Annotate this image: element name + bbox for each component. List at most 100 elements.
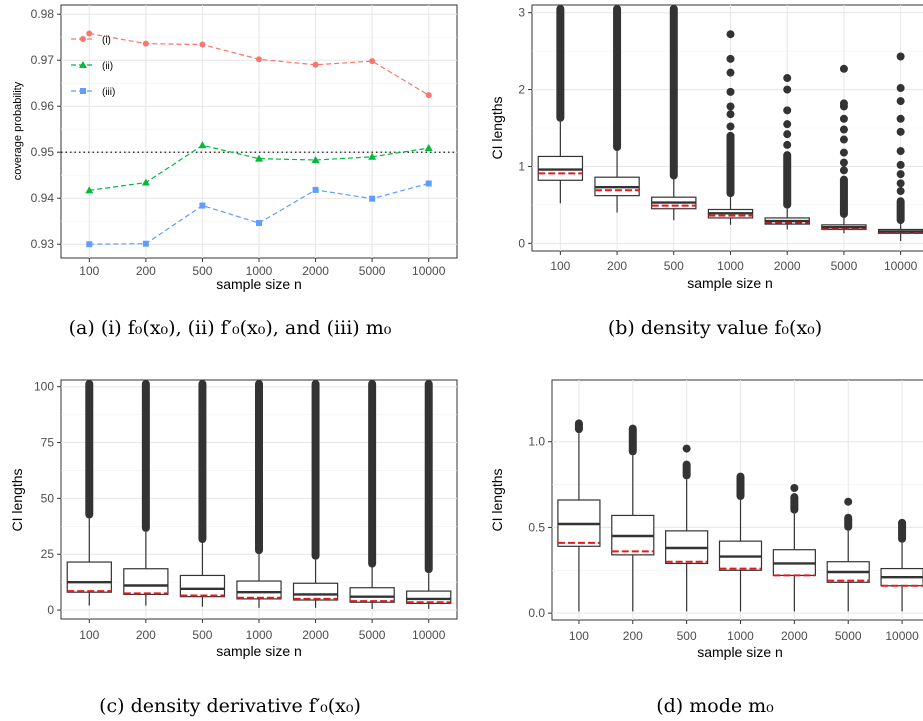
box-10000 — [880, 518, 923, 612]
outlier-band — [628, 424, 637, 456]
box-2000 — [292, 380, 339, 608]
panel-a-y-ticks: 0.93 0.94 0.95 0.96 0.97 0.98 — [31, 7, 61, 251]
panel-a-y-axis-label: coverage probability — [12, 81, 24, 180]
outlier-point — [896, 160, 905, 169]
outlier-point — [726, 30, 735, 39]
data-point — [198, 141, 207, 149]
box-body — [406, 590, 452, 604]
box-500 — [179, 380, 226, 607]
outlier-band — [726, 131, 735, 198]
data-point — [142, 240, 149, 247]
data-point — [256, 56, 262, 63]
y-tick-label: 0 — [47, 603, 54, 617]
data-point — [86, 241, 93, 248]
y-tick-label: 0.96 — [31, 99, 55, 113]
box-body — [236, 580, 282, 600]
outlier-band — [424, 380, 433, 574]
y-tick-label: 1 — [518, 159, 525, 173]
data-point — [311, 156, 320, 164]
x-tick-label: 200 — [607, 259, 627, 273]
x-tick-label: 5000 — [359, 628, 386, 642]
outlier-point — [839, 148, 848, 157]
x-tick-label: 200 — [623, 629, 643, 643]
panel-d-y-axis-label: CI lengths — [489, 468, 505, 531]
outlier-band — [556, 5, 565, 122]
outlier-point — [726, 102, 735, 111]
y-tick-label: 100 — [34, 380, 54, 394]
box-body — [179, 574, 226, 598]
outlier-point — [726, 87, 735, 96]
box-body — [349, 587, 395, 603]
legend-key-marker — [80, 88, 86, 94]
outlier-point — [726, 68, 735, 77]
outlier-point — [839, 135, 848, 144]
outlier-band — [783, 151, 792, 209]
outlier-band — [839, 175, 848, 218]
box-1000 — [707, 30, 754, 225]
y-tick-label: 2 — [518, 83, 525, 97]
data-point — [312, 186, 319, 193]
box-10000 — [406, 380, 452, 609]
outlier-band — [896, 197, 905, 225]
box-1000 — [236, 380, 282, 608]
y-tick-label: 0.93 — [31, 237, 55, 251]
legend-label: (ii) — [102, 61, 113, 72]
panel-c-marks — [66, 380, 452, 609]
outlier-point — [783, 74, 792, 83]
outlier-band — [141, 380, 150, 532]
y-tick-label: 3 — [518, 6, 525, 20]
x-tick-label: 500 — [677, 629, 697, 643]
x-tick-label: 100 — [79, 264, 99, 278]
data-point — [312, 61, 319, 68]
outlier-band — [368, 380, 377, 568]
panel-b: 0 1 2 3 100 200 500 1000 2000 5000 10000 sample s… — [489, 4, 923, 339]
outlier-point — [896, 170, 905, 179]
outlier-point — [726, 110, 735, 119]
box-body — [292, 582, 339, 601]
outlier-point — [839, 99, 848, 108]
y-tick-label: 0.0 — [528, 606, 545, 620]
data-point — [199, 202, 206, 209]
panel-c-x-ticks: 100 200 500 1000 2000 5000 10000 — [79, 619, 446, 642]
outlier-point — [726, 122, 735, 131]
box-200 — [594, 5, 640, 213]
data-point — [256, 220, 262, 227]
outlier-band — [311, 380, 320, 560]
data-point — [199, 41, 206, 48]
outlier-point — [783, 140, 792, 149]
x-tick-label: 200 — [136, 628, 156, 642]
box-2000 — [772, 484, 816, 612]
outlier-band — [574, 419, 583, 434]
panel-a-x-ticks: 100 200 500 1000 2000 5000 10000 — [79, 258, 446, 278]
x-tick-label: 500 — [192, 628, 212, 642]
x-tick-label: 200 — [136, 264, 156, 278]
y-tick-label: 50 — [41, 491, 55, 505]
panel-d-x-axis-label: sample size n — [697, 644, 783, 660]
legend-key-marker — [79, 61, 87, 68]
y-tick-label: 0.97 — [31, 53, 55, 67]
outlier-band — [613, 5, 622, 152]
box-100 — [537, 5, 584, 204]
data-point — [425, 92, 432, 99]
panel-d-y-ticks: 0.0 0.5 1.0 — [528, 435, 552, 620]
outlier-point — [783, 120, 792, 129]
panel-a-x-axis-label: sample size n — [216, 276, 302, 292]
outlier-point — [896, 179, 905, 188]
x-tick-label: 100 — [569, 629, 589, 643]
outlier-point — [783, 106, 792, 115]
x-tick-label: 100 — [550, 259, 570, 273]
panel-d-x-ticks: 100 200 500 1000 2000 5000 10000 — [569, 620, 919, 643]
x-tick-label: 1000 — [246, 264, 273, 278]
panel-d-plot-area — [551, 379, 923, 621]
x-tick-label: 10000 — [412, 628, 446, 642]
panel-d: 0.0 0.5 1.0 100 200 500 1000 2000 5000 10000 sam… — [489, 379, 923, 717]
x-tick-label: 2000 — [302, 264, 329, 278]
x-tick-label: 10000 — [884, 259, 918, 273]
panel-b-caption: (b) density value f₀(x₀) — [608, 317, 822, 339]
x-tick-label: 2000 — [302, 628, 329, 642]
outlier-point — [790, 484, 799, 492]
outlier-point — [682, 444, 691, 453]
panel-b-marks — [537, 5, 923, 242]
outlier-point — [896, 147, 905, 156]
